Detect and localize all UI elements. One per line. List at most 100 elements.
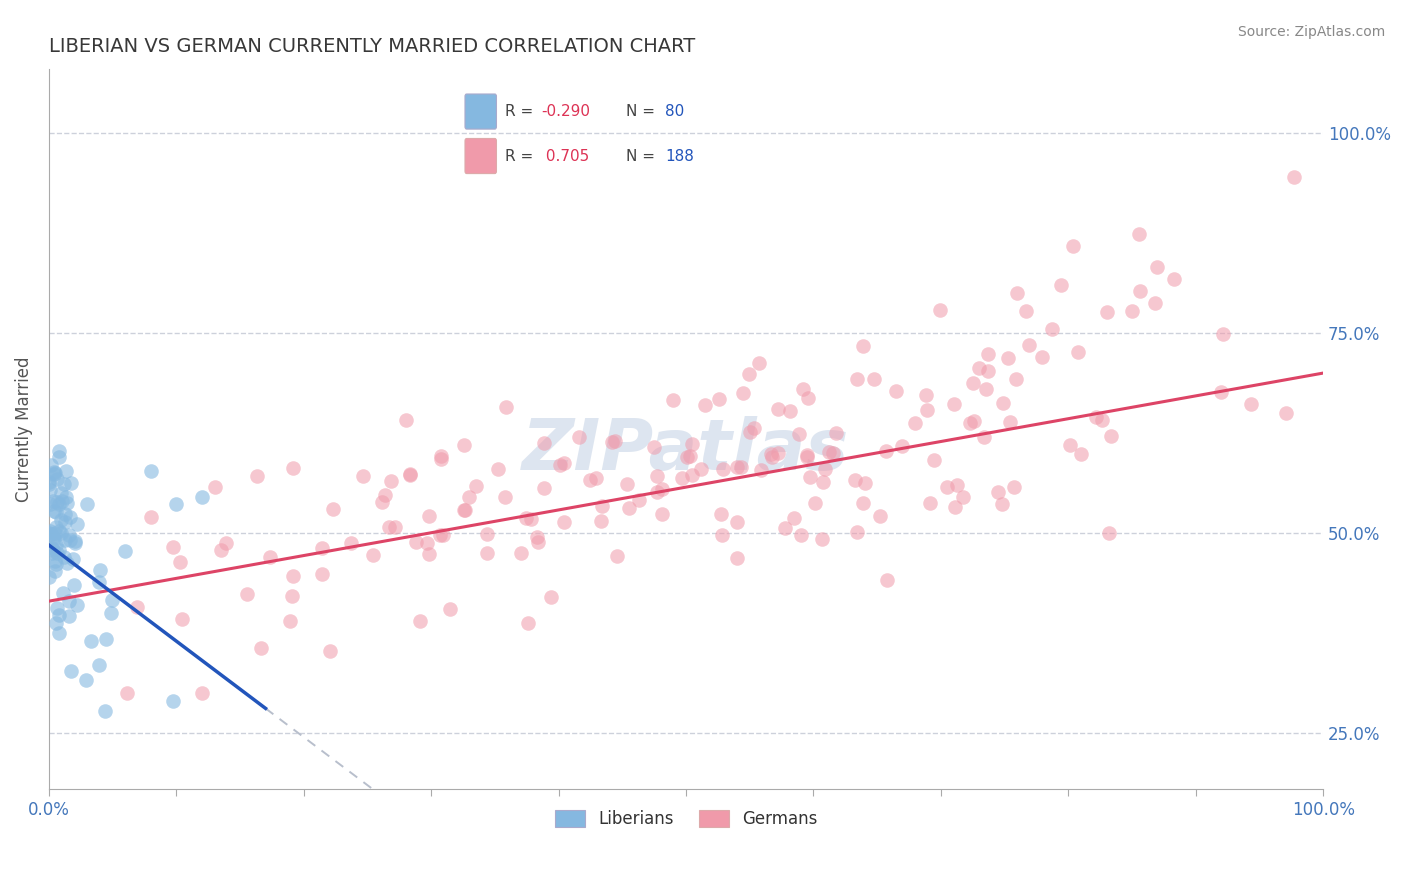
Point bbox=[48, 542, 70, 557]
Point bbox=[371, 495, 394, 509]
Point bbox=[915, 388, 938, 402]
Point bbox=[811, 475, 834, 490]
Point bbox=[48, 497, 70, 511]
Point bbox=[942, 397, 965, 411]
Point bbox=[1040, 322, 1063, 336]
Point bbox=[44, 531, 66, 545]
Point bbox=[39, 497, 62, 511]
Point bbox=[731, 385, 754, 400]
Point bbox=[76, 497, 98, 511]
Point bbox=[399, 467, 422, 481]
Point bbox=[380, 474, 402, 488]
Point bbox=[53, 515, 76, 529]
Point bbox=[41, 541, 63, 555]
Point bbox=[53, 549, 76, 564]
Point bbox=[49, 526, 72, 541]
Point bbox=[162, 540, 184, 554]
Point bbox=[259, 549, 281, 564]
Point bbox=[998, 415, 1021, 429]
Point bbox=[1129, 284, 1152, 298]
Point bbox=[453, 438, 475, 452]
Point bbox=[1163, 272, 1185, 286]
Point bbox=[710, 507, 733, 521]
Point bbox=[278, 614, 301, 628]
Point bbox=[967, 361, 990, 376]
Point bbox=[430, 449, 453, 463]
Point bbox=[695, 397, 717, 411]
Point bbox=[676, 450, 699, 465]
Point bbox=[281, 569, 304, 583]
Point bbox=[963, 414, 986, 428]
Point bbox=[952, 490, 974, 504]
Point bbox=[681, 468, 703, 483]
Point bbox=[928, 303, 950, 318]
Point bbox=[516, 616, 538, 631]
Point bbox=[44, 564, 66, 578]
Point bbox=[789, 426, 811, 441]
Point bbox=[553, 456, 575, 470]
Point bbox=[429, 528, 451, 542]
Point bbox=[645, 484, 668, 499]
Point bbox=[814, 462, 837, 476]
Point bbox=[1121, 303, 1143, 318]
Point bbox=[852, 496, 875, 510]
Point bbox=[725, 515, 748, 529]
Point bbox=[340, 535, 363, 549]
Point bbox=[44, 465, 66, 479]
Point bbox=[87, 658, 110, 673]
Point bbox=[799, 469, 821, 483]
Point bbox=[773, 521, 796, 535]
Point bbox=[645, 468, 668, 483]
Point bbox=[94, 705, 117, 719]
Point bbox=[429, 452, 451, 467]
Point bbox=[53, 508, 76, 522]
Point bbox=[114, 544, 136, 558]
Point bbox=[44, 525, 66, 540]
Point bbox=[418, 508, 440, 523]
Point bbox=[62, 578, 84, 592]
Point bbox=[42, 504, 65, 518]
Point bbox=[853, 476, 876, 491]
Point bbox=[884, 384, 907, 399]
Point bbox=[1211, 385, 1233, 400]
Point bbox=[352, 469, 374, 483]
Point bbox=[591, 514, 613, 528]
Point bbox=[846, 371, 869, 385]
Point bbox=[58, 594, 80, 608]
Point bbox=[875, 444, 897, 458]
Point bbox=[66, 598, 89, 612]
Text: LIBERIAN VS GERMAN CURRENTLY MARRIED CORRELATION CHART: LIBERIAN VS GERMAN CURRENTLY MARRIED COR… bbox=[49, 37, 695, 56]
Point bbox=[651, 507, 673, 521]
Point bbox=[1098, 526, 1121, 541]
Point bbox=[41, 531, 63, 545]
Y-axis label: Currently Married: Currently Married bbox=[15, 356, 32, 502]
Point bbox=[139, 465, 162, 479]
Point bbox=[45, 546, 67, 560]
Point bbox=[56, 496, 79, 510]
Point bbox=[59, 533, 82, 547]
Point bbox=[100, 607, 122, 621]
Point bbox=[246, 469, 269, 483]
Point bbox=[671, 471, 693, 485]
Point bbox=[45, 505, 67, 519]
Point bbox=[846, 524, 869, 539]
Point bbox=[711, 528, 734, 542]
Point bbox=[709, 392, 731, 406]
Point bbox=[509, 546, 531, 560]
Point bbox=[191, 490, 214, 504]
Point bbox=[48, 607, 70, 622]
Point bbox=[453, 503, 475, 517]
Point bbox=[55, 490, 77, 504]
Point bbox=[63, 533, 86, 548]
Point bbox=[689, 462, 711, 476]
Point bbox=[789, 528, 811, 542]
Point bbox=[60, 664, 83, 678]
Point bbox=[725, 459, 748, 474]
Point bbox=[1240, 397, 1263, 411]
Point bbox=[540, 590, 562, 604]
Point bbox=[139, 509, 162, 524]
Point bbox=[1097, 305, 1119, 319]
Point bbox=[94, 632, 117, 647]
Point bbox=[987, 485, 1010, 500]
Point bbox=[56, 556, 79, 570]
